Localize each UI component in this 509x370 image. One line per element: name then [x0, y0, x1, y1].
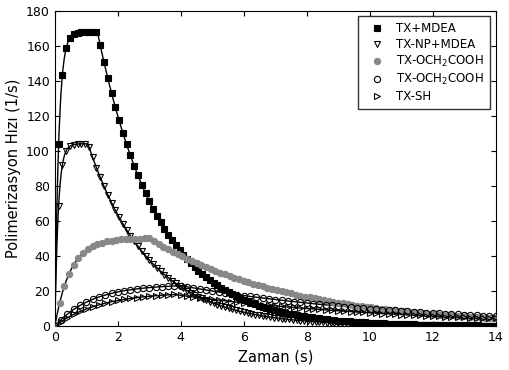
TX-NP+MDEA	[252, 312, 258, 317]
TX-SH	[64, 316, 70, 320]
TX-NP+MDEA	[138, 249, 145, 253]
Line: TX-NP+MDEA: TX-NP+MDEA	[51, 140, 496, 330]
TX-NP+MDEA	[464, 323, 470, 328]
TX-OCH$_2$COOH	[392, 308, 398, 313]
TX-SH	[474, 316, 480, 320]
TX-OCH$_2$COOH	[321, 298, 327, 302]
TX-SH	[272, 304, 278, 308]
TX-NP+MDEA	[146, 258, 152, 262]
TX-OCH$_2$COOH	[227, 274, 233, 278]
TX-NP+MDEA	[490, 324, 496, 328]
TX-SH	[493, 316, 499, 321]
TX-OCH$_2$COOH	[178, 283, 184, 288]
Legend: TX+MDEA, TX-NP+MDEA, TX-OCH$_2$COOH, TX-OCH$_2$COOH, TX-SH: TX+MDEA, TX-NP+MDEA, TX-OCH$_2$COOH, TX-…	[358, 16, 490, 109]
TX+MDEA	[464, 323, 470, 327]
TX-OCH$_2$COOH	[52, 324, 58, 328]
Line: TX-OCH$_2$COOH: TX-OCH$_2$COOH	[52, 283, 499, 329]
TX+MDEA	[146, 199, 152, 204]
TX-OCH$_2$COOH	[493, 314, 499, 318]
TX-NP+MDEA	[82, 142, 88, 146]
TX-NP+MDEA	[158, 269, 164, 273]
TX+MDEA	[173, 243, 179, 248]
TX-OCH$_2$COOH	[323, 303, 329, 307]
TX-NP+MDEA	[52, 324, 58, 328]
Y-axis label: Polimerizasyon Hızı (1/s): Polimerizasyon Hızı (1/s)	[6, 78, 20, 258]
Line: TX-SH: TX-SH	[52, 291, 499, 329]
TX+MDEA	[252, 302, 258, 306]
TX-OCH$_2$COOH	[64, 312, 70, 316]
TX+MDEA	[52, 324, 58, 328]
TX-OCH$_2$COOH	[146, 236, 152, 240]
Line: TX+MDEA: TX+MDEA	[52, 28, 496, 329]
TX-SH	[392, 312, 398, 316]
TX+MDEA	[93, 29, 99, 34]
TX+MDEA	[158, 220, 164, 225]
TX-OCH$_2$COOH	[387, 307, 393, 312]
TX-OCH$_2$COOH	[52, 324, 58, 328]
TX-OCH$_2$COOH	[170, 249, 176, 254]
X-axis label: Zaman (s): Zaman (s)	[238, 349, 313, 364]
TX-OCH$_2$COOH	[491, 316, 497, 320]
TX-NP+MDEA	[173, 281, 179, 286]
TX+MDEA	[138, 182, 145, 187]
TX-OCH$_2$COOH	[241, 279, 247, 283]
TX-SH	[323, 308, 329, 312]
TX-OCH$_2$COOH	[184, 285, 190, 289]
TX-OCH$_2$COOH	[474, 313, 480, 317]
TX-SH	[184, 294, 190, 299]
TX-OCH$_2$COOH	[272, 297, 278, 302]
TX-OCH$_2$COOH	[127, 237, 133, 241]
TX+MDEA	[490, 323, 496, 328]
TX-SH	[172, 292, 178, 297]
TX-SH	[52, 324, 58, 328]
Line: TX-OCH$_2$COOH: TX-OCH$_2$COOH	[52, 235, 497, 329]
